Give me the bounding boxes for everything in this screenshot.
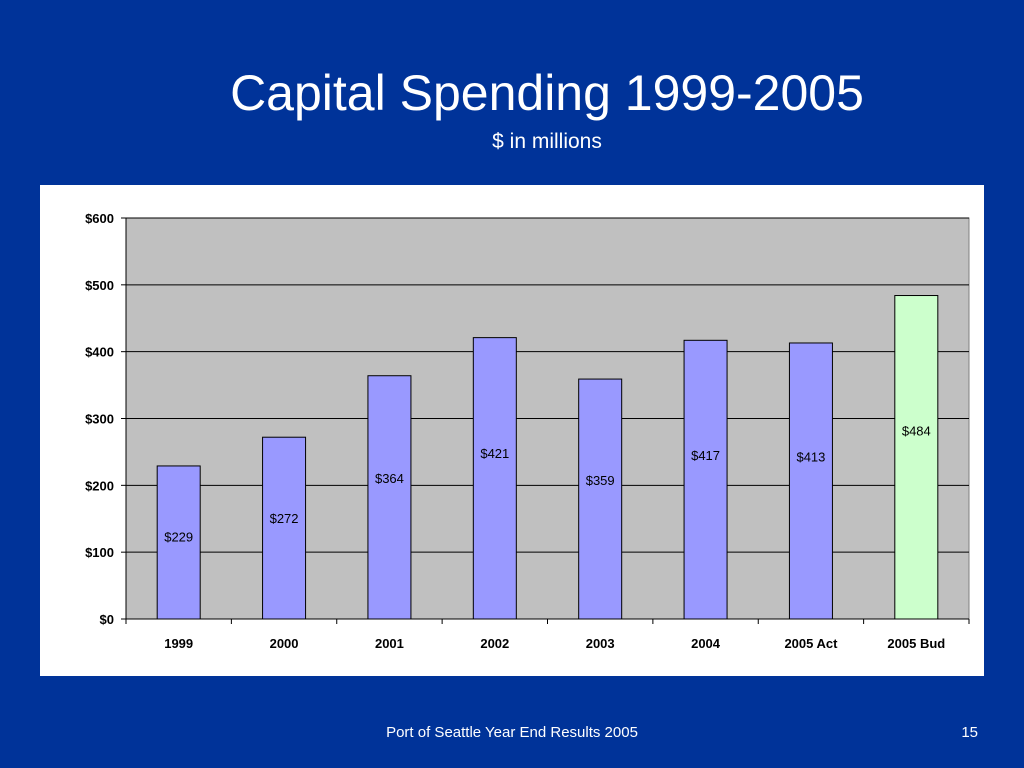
x-tick-label: 2005 Bud <box>887 636 945 651</box>
bar-chart: $0 $100 $200 $300 $400 $500 $600 $229 1999 $272 20… <box>85 211 970 651</box>
slide-title: Capital Spending 1999-2005 <box>230 65 864 121</box>
bar <box>367 375 412 620</box>
y-tick-label: $0 <box>100 612 114 627</box>
x-tick-label: 2005 Act <box>784 636 838 651</box>
footer-text: Port of Seattle Year End Results 2005 <box>386 724 638 741</box>
data-label: $484 <box>902 424 931 439</box>
y-tick-label: $100 <box>85 545 114 560</box>
page-number: 15 <box>961 724 978 741</box>
slide-subtitle: $ in millions <box>492 130 602 153</box>
bar <box>788 342 833 620</box>
data-label: $421 <box>480 446 509 461</box>
data-label: $229 <box>164 530 193 545</box>
bar <box>472 337 517 620</box>
data-label: $417 <box>691 448 720 463</box>
y-tick-label: $200 <box>85 478 114 493</box>
y-tick-label: $600 <box>85 211 114 226</box>
x-tick-label: 2002 <box>480 636 509 651</box>
chart-container: $0 $100 $200 $300 $400 $500 $600 $229 1999 $272 20… <box>40 185 984 676</box>
bar <box>262 436 307 620</box>
y-tick-label: $500 <box>85 278 114 293</box>
x-tick-label: 2004 <box>691 636 721 651</box>
data-label: $359 <box>586 473 615 488</box>
bar <box>578 378 623 620</box>
bar <box>156 465 201 620</box>
data-label: $272 <box>270 511 299 526</box>
bar <box>894 295 939 620</box>
y-tick-label: $400 <box>85 345 114 360</box>
y-tick-label: $300 <box>85 412 114 427</box>
data-label: $413 <box>796 450 825 465</box>
bar <box>683 339 728 620</box>
x-tick-label: 2001 <box>375 636 404 651</box>
x-tick-label: 2000 <box>270 636 299 651</box>
data-label: $364 <box>375 471 404 486</box>
x-tick-label: 2003 <box>586 636 615 651</box>
x-tick-label: 1999 <box>164 636 193 651</box>
